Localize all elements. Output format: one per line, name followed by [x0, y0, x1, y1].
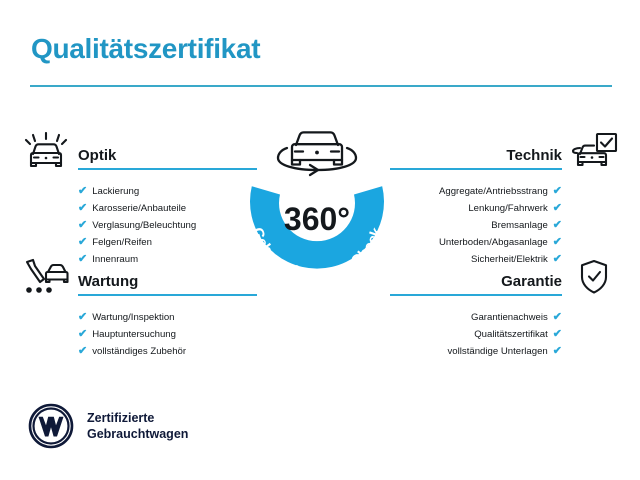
wrench-car-icon [22, 258, 70, 296]
check-icon: ✔ [552, 185, 562, 197]
check-icon: ✔ [78, 236, 88, 248]
section-optik-list: ✔ Lackierung ✔ Karosserie/Anbauteile ✔ Verg… [22, 183, 247, 268]
section-wartung-list: ✔ Wartung/Inspektion ✔ Hauptuntersuchung ✔… [22, 309, 247, 360]
section-garantie-header: Garantie [390, 256, 618, 300]
list-item-label: vollständige Unterlagen [447, 346, 548, 357]
check-icon: ✔ [78, 328, 88, 340]
page-title: Qualitätszertifikat [31, 33, 261, 64]
section-technik-list: Aggregate/Antriebsstrang ✔ Lenkung/Fahrwe… [400, 183, 618, 268]
footer-text: Zertifizierte Gebrauchtwagen [87, 410, 188, 442]
list-item-label: Lackierung [92, 186, 140, 197]
list-item: ✔ Verglasung/Beleuchtung [22, 217, 247, 234]
check-icon: ✔ [552, 202, 562, 214]
shield-check-icon [570, 258, 618, 296]
list-item-label: Karosserie/Anbauteile [92, 203, 187, 214]
list-item-label: Sicherheit/Elektrik [471, 254, 548, 265]
list-item-label: Hauptuntersuchung [92, 329, 176, 340]
badge-center-label: 360° [284, 201, 350, 237]
section-optik-underline [78, 168, 257, 170]
list-item: Garantienachweis ✔ [400, 309, 618, 326]
vw-logo [28, 403, 74, 449]
list-item: ✔ Innenraum [22, 251, 247, 268]
list-item: vollständige Unterlagen ✔ [400, 343, 618, 360]
check-icon: ✔ [78, 311, 88, 323]
section-technik-underline [390, 168, 562, 170]
footer: Zertifizierte Gebrauchtwagen [28, 403, 188, 449]
list-item-label: vollständiges Zubehör [92, 346, 187, 357]
list-item: Unterboden/Abgasanlage ✔ [400, 234, 618, 251]
footer-line-2: Gebrauchtwagen [87, 427, 189, 441]
badge-ring [250, 186, 384, 269]
list-item: ✔ Lackierung [22, 183, 247, 200]
section-technik-header: Technik [390, 130, 618, 174]
section-wartung-title: Wartung [78, 273, 139, 290]
list-item-label: Wartung/Inspektion [92, 312, 175, 323]
list-item-label: Aggregate/Antriebsstrang [438, 186, 548, 197]
section-optik-header: Optik [22, 130, 257, 174]
car-shine-icon [22, 132, 70, 170]
check-icon: ✔ [552, 311, 562, 323]
section-wartung-underline [78, 294, 257, 296]
list-item: ✔ Felgen/Reifen [22, 234, 247, 251]
section-wartung-header: Wartung [22, 256, 257, 300]
section-optik-title: Optik [78, 147, 117, 164]
list-item: Lenkung/Fahrwerk ✔ [400, 200, 618, 217]
car-checkbox-icon [570, 132, 618, 170]
list-item-label: Unterboden/Abgasanlage [438, 237, 548, 248]
list-item-label: Bremsanlage [491, 220, 548, 231]
section-technik-title: Technik [506, 147, 562, 164]
footer-line-1: Zertifizierte [87, 411, 155, 425]
list-item-label: Lenkung/Fahrwerk [468, 203, 548, 214]
list-item-label: Garantienachweis [470, 312, 548, 323]
list-item: Qualitätszertifikat ✔ [400, 326, 618, 343]
check-icon: ✔ [552, 345, 562, 357]
check-icon: ✔ [78, 345, 88, 357]
list-item: Sicherheit/Elektrik ✔ [400, 251, 618, 268]
list-item-label: Felgen/Reifen [92, 237, 152, 248]
car-rotation-icon [276, 131, 358, 177]
check-icon: ✔ [78, 185, 88, 197]
list-item: ✔ vollständiges Zubehör [22, 343, 247, 360]
section-garantie: Garantie Garantienachweis ✔ Qualitätszert… [390, 256, 618, 360]
section-garantie-list: Garantienachweis ✔ Qualitätszertifikat ✔ v… [400, 309, 618, 360]
check-icon: ✔ [552, 328, 562, 340]
list-item-label: Verglasung/Beleuchtung [92, 220, 197, 231]
360-check-badge: Gebrauchtwagen-Check 360° [232, 118, 402, 308]
list-item: ✔ Wartung/Inspektion [22, 309, 247, 326]
section-garantie-underline [390, 294, 562, 296]
list-item-label: Qualitätszertifikat [474, 329, 548, 340]
check-icon: ✔ [78, 253, 88, 265]
list-item: ✔ Karosserie/Anbauteile [22, 200, 247, 217]
check-icon: ✔ [552, 253, 562, 265]
section-optik: Optik ✔ Lackierung ✔ Karosserie/Anbauteile… [22, 130, 257, 268]
list-item-label: Innenraum [92, 254, 139, 265]
check-icon: ✔ [78, 202, 88, 214]
list-item: ✔ Hauptuntersuchung [22, 326, 247, 343]
section-wartung: Wartung ✔ Wartung/Inspektion ✔ Hauptunters… [22, 256, 257, 360]
check-icon: ✔ [78, 219, 88, 231]
check-icon: ✔ [552, 219, 562, 231]
section-technik: Technik Aggregate/Antriebsstrang ✔ Lenkun… [390, 130, 618, 268]
section-garantie-title: Garantie [501, 273, 562, 290]
title-divider [30, 85, 612, 87]
list-item: Aggregate/Antriebsstrang ✔ [400, 183, 618, 200]
check-icon: ✔ [552, 236, 562, 248]
list-item: Bremsanlage ✔ [400, 217, 618, 234]
